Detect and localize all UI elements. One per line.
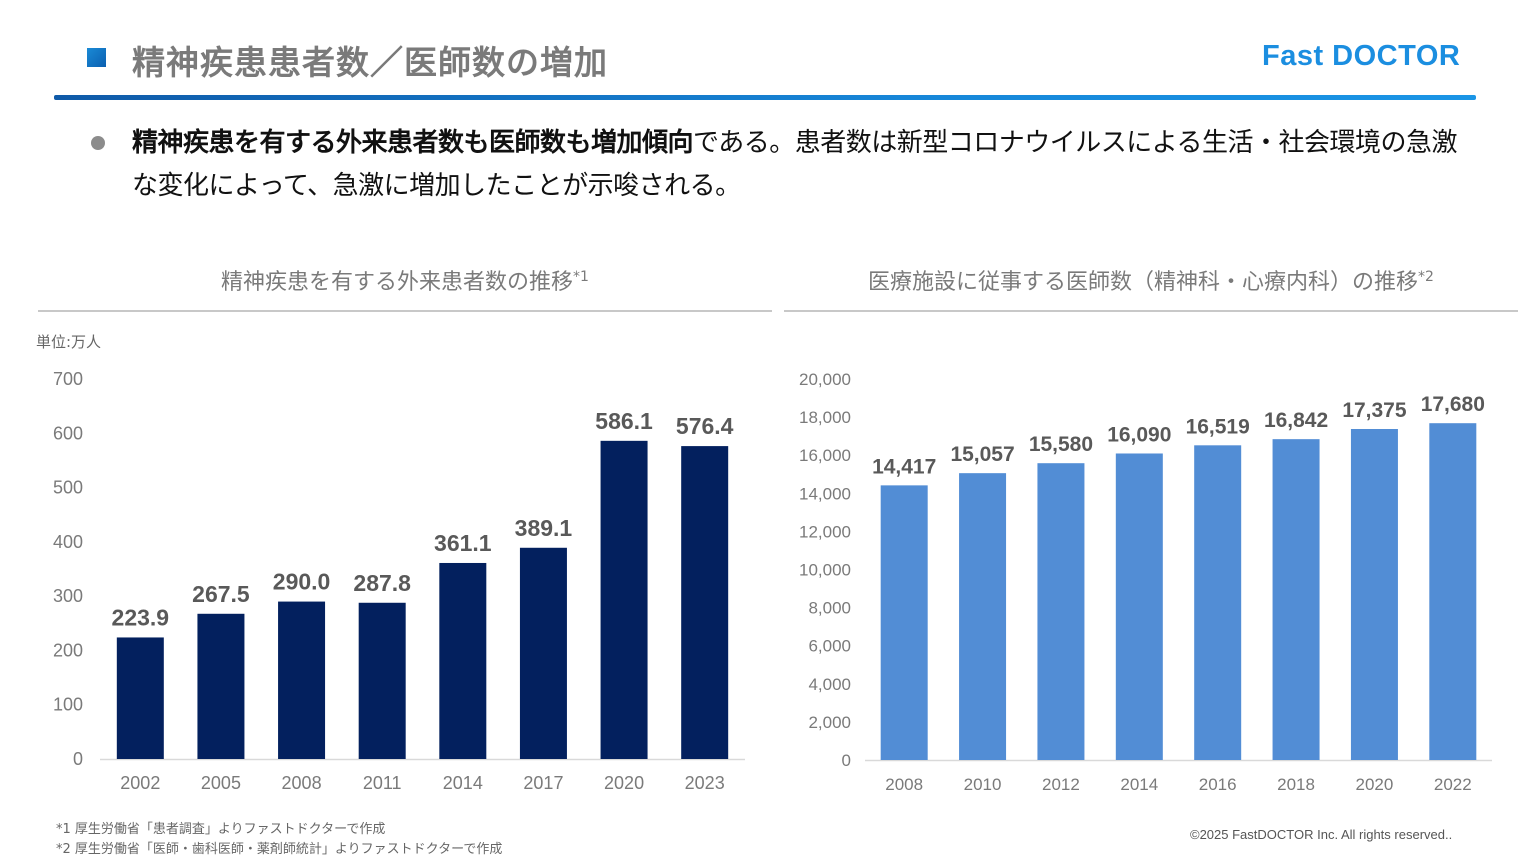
right-y-tick-label: 6,000 [808,637,851,656]
right-data-label: 14,417 [872,455,936,478]
left-y-tick-label: 600 [53,423,83,443]
right-data-label: 17,680 [1421,393,1485,416]
left-y-tick-label: 200 [53,640,83,660]
right-bar-2012 [1037,463,1085,760]
footnote-2: *2 厚生労働省「医師・歯科医師・薬剤師統計」よりファストドクターで作成 [56,842,503,857]
left-bar-2020 [600,440,648,759]
right-bar-2018 [1272,439,1320,760]
right-data-label: 16,519 [1186,415,1250,438]
right-data-label: 16,090 [1107,423,1171,446]
title-square-icon [87,48,106,67]
right-chart-title: 医療施設に従事する医師数（精神科・心療内科）の推移*2 [784,264,1518,296]
left-y-tick-label: 100 [53,695,83,715]
left-y-tick-label: 400 [53,532,83,552]
left-x-tick-label: 2011 [363,773,402,793]
right-data-label: 15,057 [950,443,1014,466]
right-x-tick-label: 2018 [1277,775,1315,794]
right-bar-2016 [1194,445,1242,760]
left-chart-title-divider [38,310,772,312]
left-chart-title: 精神疾患を有する外来患者数の推移*1 [38,264,772,296]
left-chart-title-text: 精神疾患を有する外来患者数の推移 [221,270,574,295]
left-data-label: 389.1 [515,515,573,541]
left-x-tick-label: 2005 [201,773,241,793]
right-y-tick-label: 8,000 [808,599,851,618]
left-x-tick-label: 2020 [604,773,644,793]
left-data-label: 576.4 [676,413,734,439]
left-data-label: 586.1 [595,408,653,434]
right-bar-2010 [959,473,1007,760]
right-data-label: 15,580 [1029,433,1093,456]
footnote-1: *1 厚生労働省「患者調査」よりファストドクターで作成 [56,822,386,837]
right-y-tick-label: 14,000 [799,484,851,503]
right-y-tick-label: 16,000 [799,446,851,465]
left-chart-unit-label: 単位:万人 [36,333,102,351]
right-x-tick-label: 2012 [1042,775,1080,794]
left-y-tick-label: 300 [53,586,83,606]
right-y-tick-label: 18,000 [799,408,851,427]
left-bar-2011 [358,602,406,759]
right-chart-title-text: 医療施設に従事する医師数（精神科・心療内科）の推移 [868,270,1419,295]
left-x-tick-label: 2017 [523,773,563,793]
right-chart-title-note: *2 [1418,269,1434,285]
right-x-tick-label: 2008 [885,775,923,794]
header-divider [54,95,1476,100]
bullet-icon [91,136,105,150]
company-logo: Fast DOCTOR [1262,40,1461,72]
right-bar-2020 [1350,429,1398,760]
right-x-tick-label: 2022 [1434,775,1472,794]
left-y-tick-label: 500 [53,478,83,498]
right-y-tick-label: 12,000 [799,522,851,541]
left-data-label: 361.1 [434,530,492,556]
left-data-label: 223.9 [112,604,170,630]
left-x-tick-label: 2023 [685,773,725,793]
left-bar-2002 [116,637,164,759]
right-bar-2008 [880,485,928,760]
left-bar-2014 [439,562,487,759]
right-y-tick-label: 20,000 [799,370,851,389]
left-x-tick-label: 2002 [120,773,160,793]
right-x-tick-label: 2014 [1120,775,1158,794]
right-x-tick-label: 2010 [964,775,1002,794]
right-y-tick-label: 2,000 [808,713,851,732]
right-x-tick-label: 2016 [1199,775,1237,794]
right-data-label: 16,842 [1264,409,1328,432]
right-y-tick-label: 10,000 [799,561,851,580]
right-chart-title-divider [784,310,1518,312]
left-x-tick-label: 2008 [282,773,322,793]
right-y-tick-label: 4,000 [808,675,851,694]
left-bar-2005 [197,613,245,759]
left-bar-2023 [681,446,729,759]
left-data-label: 290.0 [273,569,331,595]
left-y-tick-label: 700 [53,369,83,389]
right-bar-2014 [1115,453,1163,760]
left-bar-2008 [278,601,326,759]
left-data-label: 267.5 [192,581,250,607]
left-bar-2017 [519,547,567,759]
copyright-text: ©2025 FastDOCTOR Inc. All rights reserve… [1190,827,1453,842]
right-data-label: 17,375 [1342,399,1407,422]
lead-paragraph: 精神疾患を有する外来患者数も医師数も増加傾向である。患者数は新型コロナウイルスに… [132,122,1472,208]
left-y-tick-label: 0 [73,749,83,769]
left-x-tick-label: 2014 [443,773,483,793]
left-chart-title-note: *1 [573,269,589,285]
right-x-tick-label: 2020 [1356,775,1394,794]
lead-bold-text: 精神疾患を有する外来患者数も医師数も増加傾向 [132,128,694,158]
page-title: 精神疾患患者数／医師数の増加 [132,43,608,82]
right-y-tick-label: 0 [842,751,851,770]
lead-rest-text: である。患者数は新型コロナウイルスによる生活・社会環境の急激な変化によって、急激… [132,128,1457,201]
right-bar-2022 [1429,423,1477,760]
left-data-label: 287.8 [353,570,411,596]
